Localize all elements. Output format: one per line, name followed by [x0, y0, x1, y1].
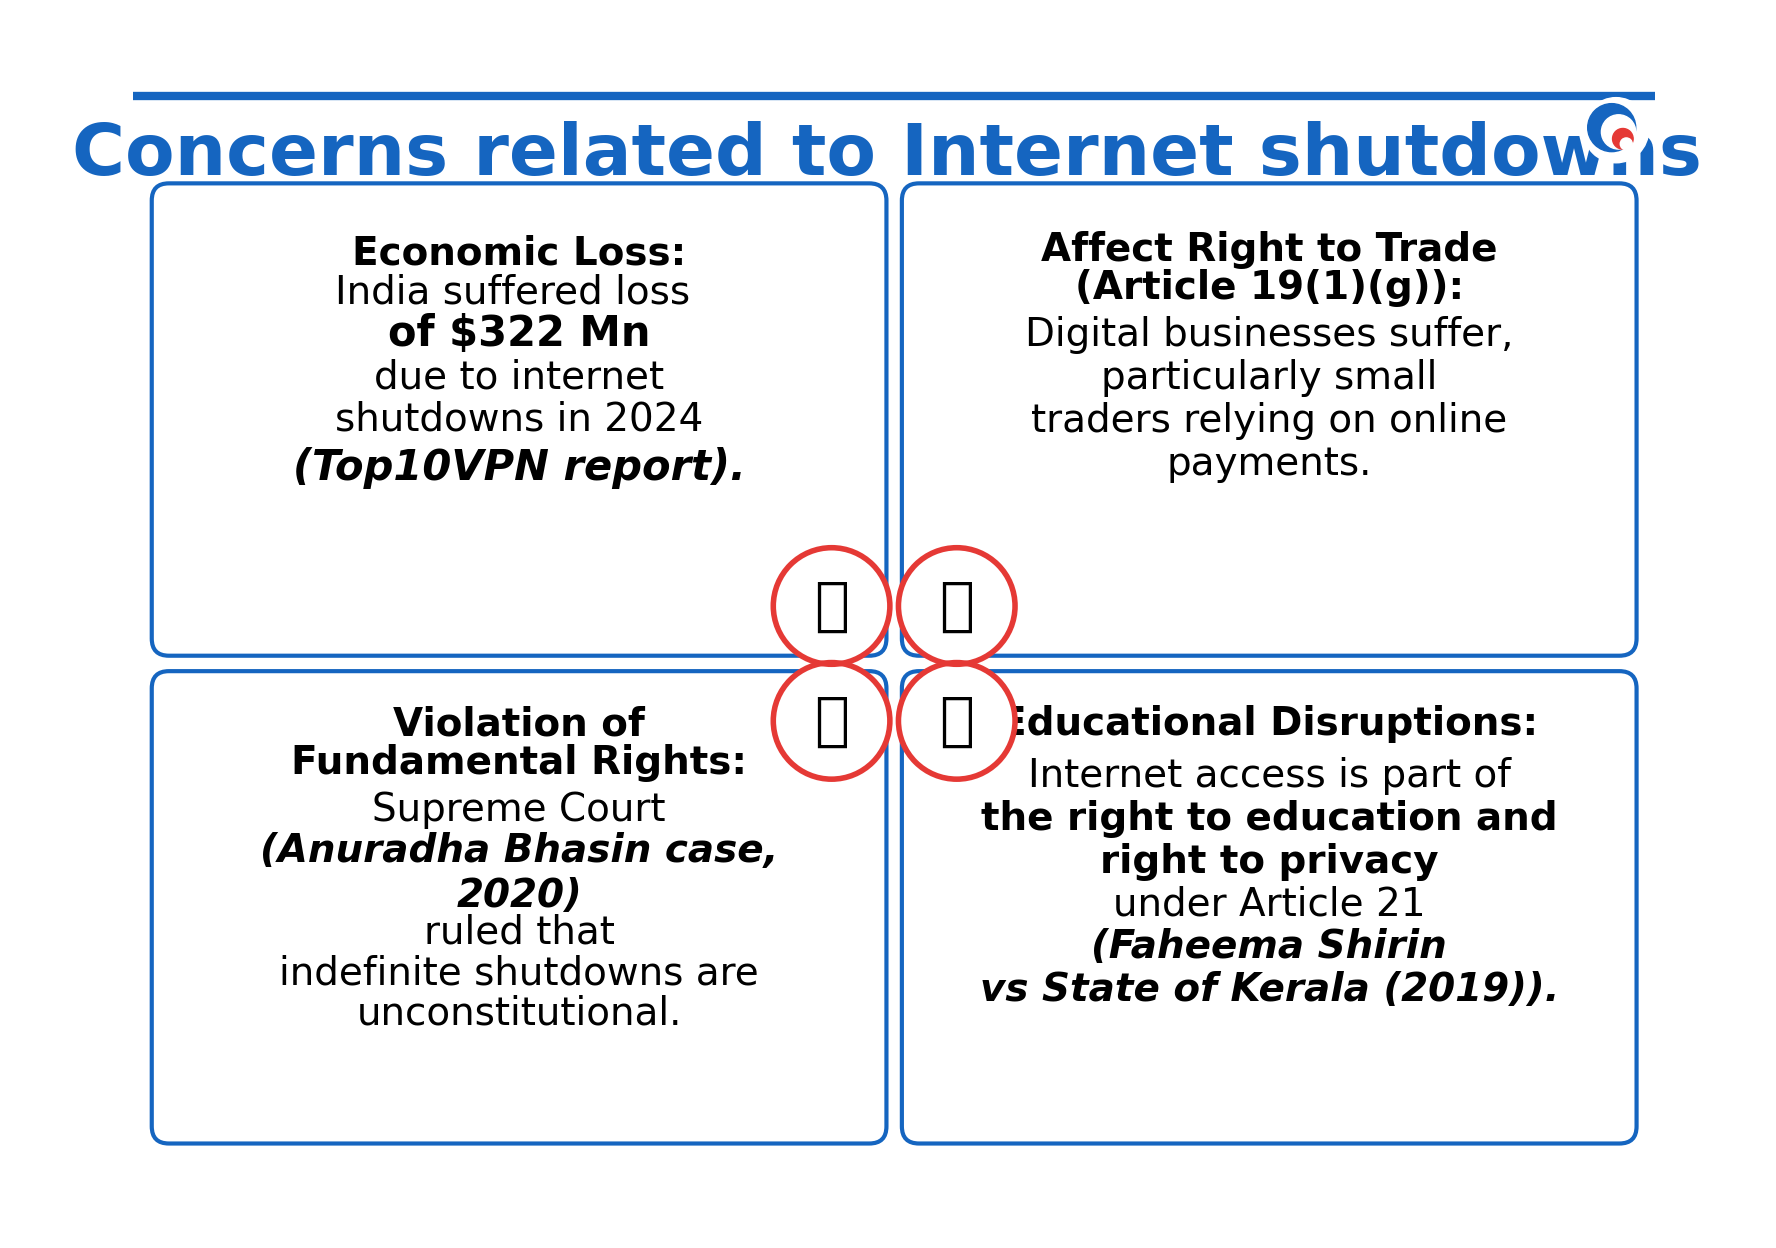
Circle shape — [1620, 139, 1632, 150]
Text: right to privacy: right to privacy — [1099, 842, 1439, 881]
Text: (Article 19(1)(g)):: (Article 19(1)(g)): — [1074, 270, 1463, 307]
Circle shape — [1613, 129, 1634, 149]
Text: 🏛: 🏛 — [813, 693, 849, 749]
FancyBboxPatch shape — [902, 671, 1636, 1143]
Text: 💰: 💰 — [813, 578, 849, 634]
Text: Educational Disruptions:: Educational Disruptions: — [1000, 705, 1538, 744]
Text: Economic Loss:: Economic Loss: — [352, 235, 686, 273]
Text: indefinite shutdowns are: indefinite shutdowns are — [279, 953, 758, 992]
Text: particularly small: particularly small — [1101, 359, 1437, 397]
Circle shape — [899, 548, 1016, 664]
Text: the right to education and: the right to education and — [980, 800, 1558, 837]
Text: unconstitutional.: unconstitutional. — [357, 995, 682, 1033]
Text: 2020): 2020) — [456, 877, 583, 915]
Text: shutdowns in 2024: shutdowns in 2024 — [336, 401, 703, 438]
Text: Fundamental Rights:: Fundamental Rights: — [291, 744, 748, 782]
Circle shape — [773, 548, 890, 664]
Text: of $322 Mn: of $322 Mn — [387, 313, 650, 356]
Circle shape — [773, 663, 890, 779]
Text: Concerns related to Internet shutdowns: Concerns related to Internet shutdowns — [73, 121, 1701, 191]
Text: Violation of: Violation of — [392, 705, 645, 744]
Text: 📋: 📋 — [940, 578, 975, 634]
Text: (Faheema Shirin: (Faheema Shirin — [1090, 929, 1447, 966]
Text: under Article 21: under Article 21 — [1114, 886, 1426, 924]
Text: traders relying on online: traders relying on online — [1032, 402, 1508, 441]
Text: India suffered loss: India suffered loss — [336, 273, 703, 311]
Text: Supreme Court: Supreme Court — [373, 791, 666, 829]
FancyBboxPatch shape — [151, 183, 886, 655]
FancyBboxPatch shape — [151, 671, 886, 1143]
Circle shape — [1584, 97, 1648, 162]
Circle shape — [899, 663, 1016, 779]
Text: (Anuradha Bhasin case,: (Anuradha Bhasin case, — [259, 832, 778, 870]
Text: vs State of Kerala (2019)).: vs State of Kerala (2019)). — [980, 971, 1559, 1010]
Text: ruled that: ruled that — [424, 914, 614, 951]
Text: (Top10VPN report).: (Top10VPN report). — [293, 447, 746, 489]
FancyBboxPatch shape — [902, 183, 1636, 655]
Text: Internet access is part of: Internet access is part of — [1028, 756, 1511, 795]
Text: Affect Right to Trade: Affect Right to Trade — [1041, 231, 1497, 268]
Text: due to internet: due to internet — [375, 358, 664, 396]
Circle shape — [1602, 115, 1636, 149]
Text: payments.: payments. — [1167, 444, 1373, 483]
Circle shape — [1588, 104, 1636, 152]
Text: Digital businesses suffer,: Digital businesses suffer, — [1025, 316, 1513, 354]
Text: 📈: 📈 — [940, 693, 975, 749]
